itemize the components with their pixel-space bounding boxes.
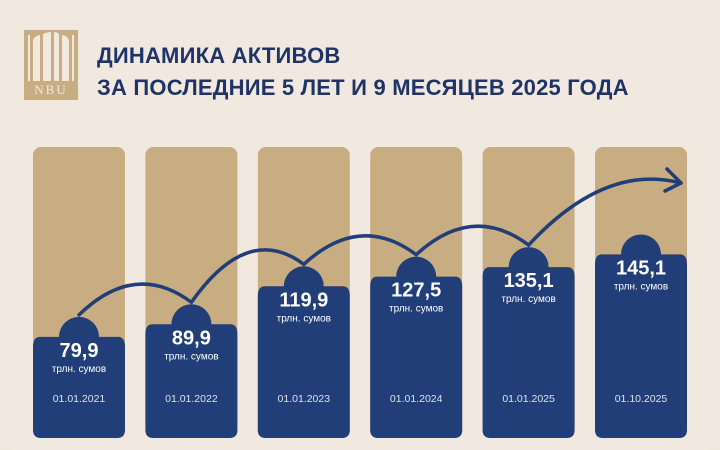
unit-label: трлн. сумов [52, 364, 106, 375]
data-label: 119,9 [279, 289, 328, 311]
bar-value [370, 256, 463, 438]
title-line-1: ДИНАМИКА АКТИВОВ [97, 43, 341, 68]
unit-label: трлн. сумов [389, 304, 443, 315]
x-tick-label: 01.01.2023 [278, 393, 331, 405]
logo-text: NBU [34, 82, 67, 97]
bar-column-2: 89,9 трлн. сумов 01.01.2022 [145, 147, 238, 438]
title-line-2: ЗА ПОСЛЕДНИЕ 5 ЛЕТ И 9 МЕСЯЦЕВ 2025 ГОДА [97, 75, 629, 100]
bar-column-6: 145,1 трлн. сумов 01.10.2025 [595, 147, 687, 438]
x-tick-label: 01.01.2021 [53, 393, 106, 405]
data-label: 79,9 [60, 340, 99, 362]
trend-arrow [77, 177, 683, 317]
x-tick-label: 01.10.2025 [615, 393, 668, 405]
bar-value [257, 266, 350, 438]
data-label: 135,1 [504, 270, 554, 292]
unit-label: трлн. сумов [164, 351, 218, 362]
x-tick-label: 01.01.2024 [390, 393, 443, 405]
data-label: 89,9 [172, 327, 211, 349]
unit-label: трлн. сумов [501, 294, 555, 305]
x-tick-label: 01.01.2025 [502, 393, 555, 405]
bar-value [595, 234, 687, 438]
nbu-logo: NBU [24, 30, 78, 100]
bar-value [145, 304, 238, 438]
data-label: 127,5 [391, 280, 441, 302]
bar-column-3: 119,9 трлн. сумов 01.01.2023 [257, 147, 350, 438]
data-label: 145,1 [616, 257, 666, 279]
x-tick-label: 01.01.2022 [165, 393, 218, 405]
arrow-head-icon [663, 167, 683, 193]
page-title: ДИНАМИКА АКТИВОВ ЗА ПОСЛЕДНИЕ 5 ЛЕТ И 9 … [97, 40, 629, 104]
bar-value [482, 247, 575, 438]
unit-label: трлн. сумов [614, 281, 668, 292]
bar-column-1: 79,9 трлн. сумов 01.01.2021 [33, 147, 125, 438]
bar-column-5: 135,1 трлн. сумов 01.01.2025 [482, 147, 575, 438]
bar-value [33, 316, 125, 438]
unit-label: трлн. сумов [277, 313, 331, 324]
bar-column-4: 127,5 трлн. сумов 01.01.2024 [370, 147, 463, 438]
